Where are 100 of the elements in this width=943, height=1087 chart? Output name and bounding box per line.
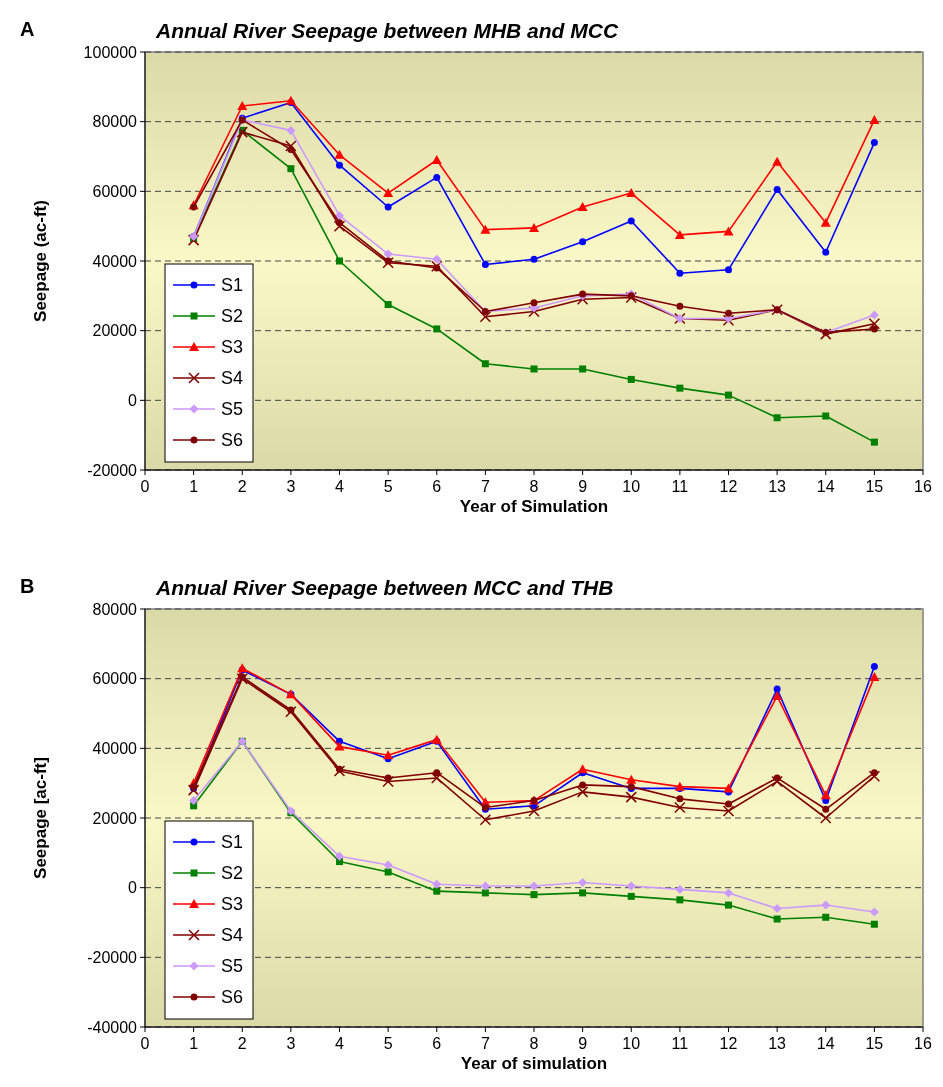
- point: [336, 765, 343, 773]
- point: [725, 391, 732, 399]
- y-tick-label: -40000: [87, 1018, 138, 1036]
- point: [529, 881, 539, 891]
- legend-label: S5: [221, 399, 244, 420]
- x-tick-label: 9: [578, 478, 588, 495]
- point: [286, 125, 296, 135]
- legend-label: S4: [221, 368, 244, 389]
- point: [627, 375, 635, 383]
- point: [868, 317, 881, 330]
- point: [577, 202, 588, 212]
- point: [820, 812, 832, 824]
- point: [383, 750, 394, 760]
- chart-title: Annual River Seepage between MCC and THB: [155, 576, 614, 599]
- point: [772, 904, 782, 914]
- point: [772, 691, 783, 701]
- point: [480, 224, 491, 234]
- point: [578, 877, 588, 887]
- point: [432, 254, 442, 264]
- x-tick-label: 9: [578, 1035, 588, 1052]
- point: [481, 260, 489, 268]
- point: [384, 301, 392, 309]
- point: [433, 769, 441, 777]
- point: [676, 795, 684, 803]
- x-tick-label: 5: [383, 478, 393, 495]
- point: [384, 868, 392, 876]
- point: [189, 796, 199, 806]
- point: [579, 889, 587, 897]
- point: [383, 860, 393, 870]
- x-tick-label: 14: [816, 1035, 835, 1052]
- point: [725, 309, 732, 317]
- point: [579, 238, 587, 246]
- point: [285, 95, 296, 105]
- point: [528, 805, 540, 817]
- point: [579, 781, 587, 789]
- x-tick-label: 15: [865, 478, 884, 495]
- x-tick-label: 3: [286, 478, 296, 495]
- point: [431, 154, 442, 164]
- point: [530, 255, 538, 263]
- y-tick-label: 80000: [92, 600, 138, 618]
- point: [870, 920, 878, 928]
- point: [577, 764, 588, 774]
- legend-label: S1: [221, 832, 244, 853]
- x-tick-label: 4: [335, 1035, 345, 1052]
- point: [287, 706, 295, 714]
- point: [336, 219, 343, 227]
- legend-label: S6: [221, 430, 244, 451]
- x-tick-label: 1: [189, 1035, 199, 1052]
- x-tick-label: 16: [914, 1035, 932, 1052]
- point: [433, 887, 441, 895]
- x-tick-label: 4: [335, 478, 345, 495]
- legend-label: S2: [221, 863, 244, 884]
- point: [723, 783, 734, 793]
- x-axis-title: Year of Simulation: [459, 497, 609, 516]
- x-tick-label: 10: [622, 1035, 641, 1052]
- point: [432, 879, 442, 889]
- x-tick-label: 16: [914, 478, 932, 495]
- point: [772, 156, 783, 166]
- point: [674, 229, 685, 239]
- point: [481, 360, 489, 368]
- point: [676, 302, 684, 310]
- x-tick-label: 1: [189, 478, 199, 495]
- legend-label: S5: [221, 956, 244, 977]
- point: [870, 662, 878, 670]
- point: [870, 139, 878, 147]
- y-tick-label: 60000: [92, 670, 138, 688]
- point: [869, 114, 880, 124]
- point: [869, 310, 879, 320]
- point: [480, 881, 490, 891]
- point: [334, 741, 345, 751]
- point: [822, 248, 830, 256]
- x-tick-label: 11: [671, 1035, 689, 1052]
- x-tick-label: 2: [237, 478, 247, 495]
- y-tick-label: 80000: [92, 113, 138, 131]
- point: [529, 222, 539, 232]
- point: [333, 765, 346, 777]
- legend-label: S4: [221, 925, 244, 946]
- point: [625, 791, 637, 803]
- point: [822, 412, 830, 420]
- point: [627, 217, 635, 225]
- point: [383, 249, 393, 259]
- point: [722, 805, 735, 817]
- point: [433, 264, 441, 272]
- point: [773, 414, 781, 422]
- point: [773, 685, 781, 693]
- text: B: [20, 575, 35, 597]
- point: [237, 100, 248, 110]
- y-tick-label: 20000: [92, 809, 138, 827]
- point: [333, 220, 346, 232]
- x-tick-label: 11: [671, 478, 689, 495]
- point: [675, 884, 685, 894]
- x-tick-label: 7: [480, 1035, 490, 1052]
- point: [285, 140, 297, 152]
- y-tick-label: 0: [128, 879, 138, 897]
- point: [530, 299, 538, 307]
- point: [187, 234, 200, 246]
- point: [676, 269, 684, 277]
- legend-label: S2: [221, 306, 244, 327]
- point: [723, 226, 734, 236]
- x-tick-label: 12: [719, 478, 738, 495]
